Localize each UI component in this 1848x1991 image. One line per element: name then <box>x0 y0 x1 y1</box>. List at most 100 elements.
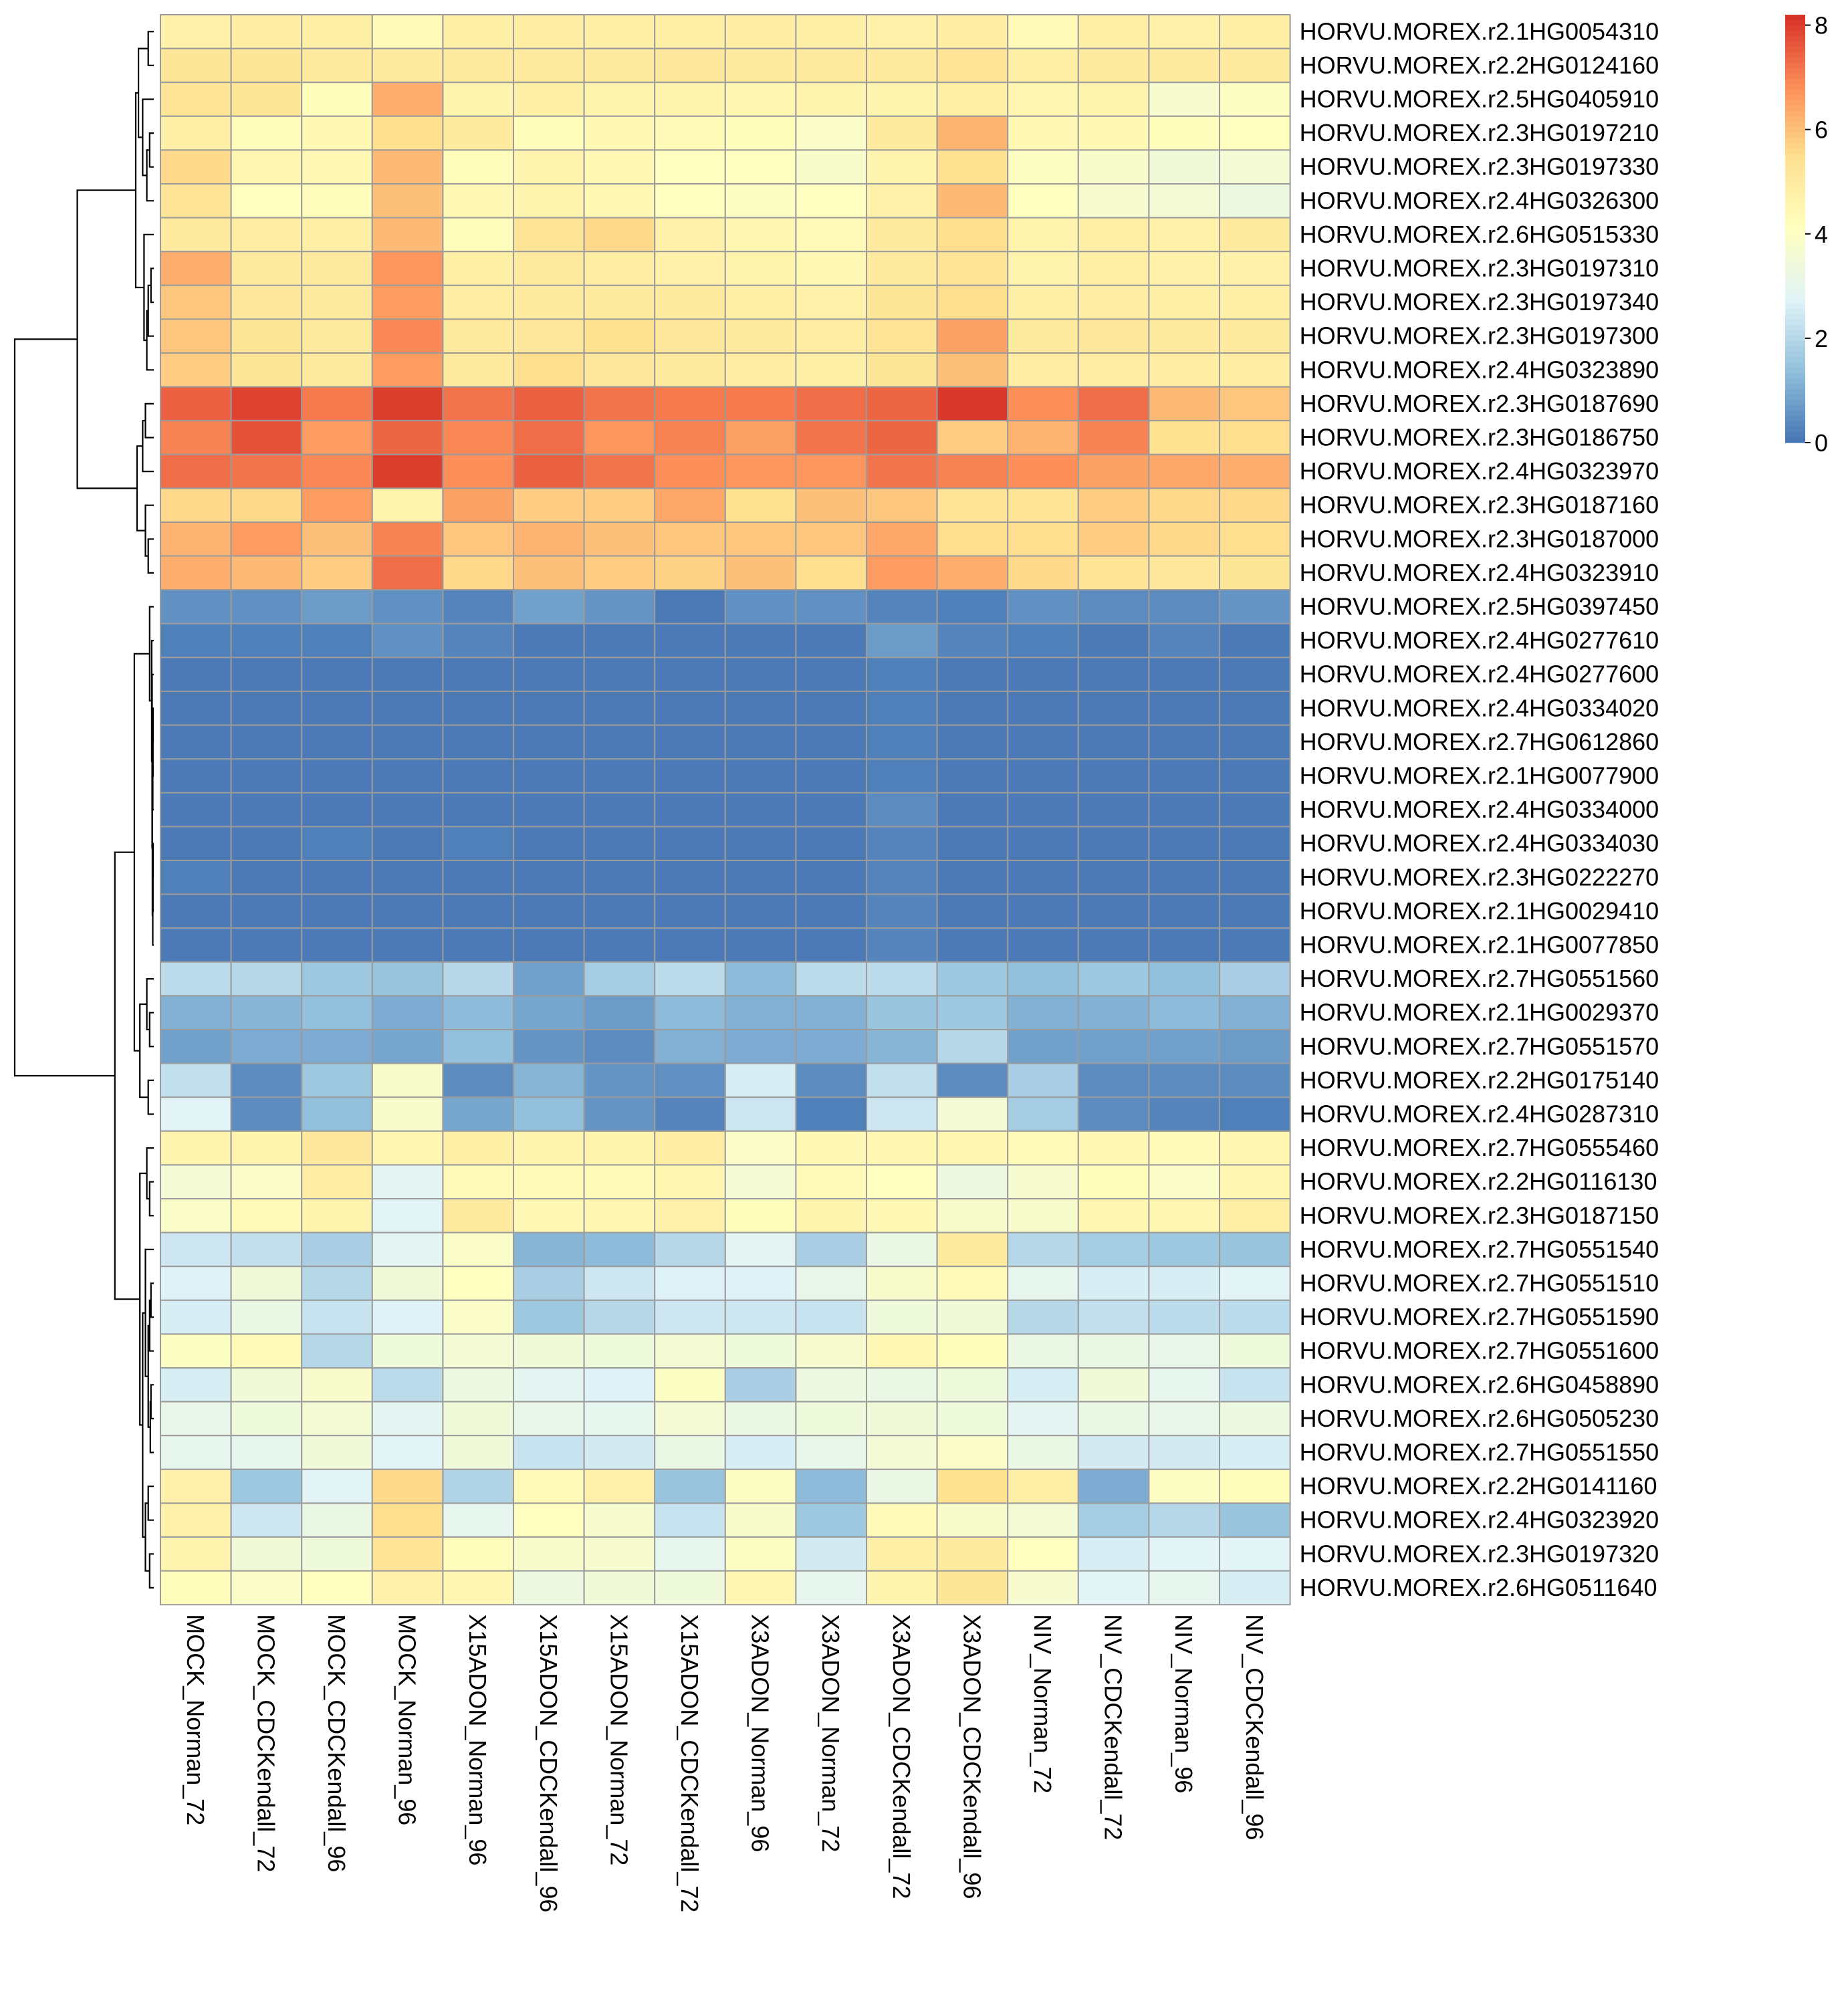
heatmap-cell <box>160 82 232 117</box>
legend-gradient-segment <box>1785 309 1805 315</box>
heatmap-cell <box>795 115 868 151</box>
legend-tick-label: 8 <box>1815 12 1828 39</box>
heatmap-cell <box>371 758 444 794</box>
heatmap-cell <box>160 758 232 794</box>
legend-gradient-segment <box>1785 352 1805 358</box>
heatmap-cell <box>371 82 444 117</box>
heatmap-cell <box>724 82 797 117</box>
heatmap-cell <box>583 1468 656 1504</box>
heatmap-cell <box>160 420 232 455</box>
heatmap-cell <box>936 1570 1009 1606</box>
column-labels: MOCK_Norman_72 MOCK_CDCKendall_72 MOCK_CDC… <box>182 1614 1268 1912</box>
column-label: MOCK_Norman_72 <box>182 1614 209 1825</box>
heatmap-cell <box>1007 1468 1079 1504</box>
column-label: NIV_CDCKendall_96 <box>1241 1614 1268 1840</box>
heatmap-cell <box>724 1435 797 1470</box>
heatmap-cell <box>160 217 232 253</box>
heatmap-cell <box>442 758 515 794</box>
heatmap-cell <box>654 724 726 760</box>
heatmap-cell <box>866 1299 938 1335</box>
heatmap-cell <box>724 1096 797 1132</box>
heatmap-cell <box>654 995 726 1031</box>
heatmap-cell <box>1148 420 1221 455</box>
dendrogram-branch <box>148 1012 154 1048</box>
heatmap-cell <box>936 521 1009 557</box>
heatmap-cell <box>1219 487 1291 523</box>
legend-gradient-segment <box>1785 111 1805 117</box>
heatmap-cell <box>724 1570 797 1606</box>
heatmap-cell <box>654 1435 726 1470</box>
heatmap-cell <box>230 1096 303 1132</box>
heatmap-cell <box>513 115 585 151</box>
heatmap-cell <box>1219 82 1291 117</box>
heatmap-cell <box>160 1435 232 1470</box>
heatmap-cell <box>866 555 938 591</box>
heatmap-cell <box>301 386 373 422</box>
heatmap-cell <box>866 1401 938 1437</box>
heatmap-cell <box>301 284 373 320</box>
heatmap-cell <box>1148 995 1221 1031</box>
heatmap-cell <box>1077 183 1150 219</box>
heatmap-cell <box>230 1536 303 1572</box>
heatmap-cell <box>513 1333 585 1369</box>
heatmap-cell <box>1219 1062 1291 1098</box>
heatmap-cell <box>724 860 797 895</box>
row-label: HORVU.MOREX.r2.7HG0551570 <box>1300 1032 1659 1060</box>
heatmap-cell <box>1077 1130 1150 1166</box>
heatmap-cell <box>442 1130 515 1166</box>
heatmap-cell <box>160 47 232 84</box>
legend-gradient-segment <box>1785 320 1805 326</box>
heatmap-cell <box>1007 1130 1079 1166</box>
heatmap-cell <box>230 251 303 286</box>
heatmap-cell <box>513 318 585 354</box>
heatmap-cell <box>724 1536 797 1572</box>
heatmap-cell <box>936 1502 1009 1538</box>
heatmap-cell <box>442 1333 515 1369</box>
row-label: HORVU.MOREX.r2.7HG0551590 <box>1300 1303 1659 1330</box>
heatmap-cell <box>513 724 585 760</box>
heatmap-cell <box>160 1570 232 1606</box>
heatmap-cell <box>160 487 232 523</box>
heatmap-cell <box>936 183 1009 219</box>
heatmap-cell <box>654 1266 726 1301</box>
heatmap-cell <box>795 1468 868 1504</box>
heatmap-cell <box>371 792 444 828</box>
heatmap-cell <box>1007 251 1079 286</box>
heatmap-cell <box>513 1062 585 1098</box>
heatmap-cell <box>513 1401 585 1437</box>
heatmap-cell <box>724 1367 797 1403</box>
row-label: HORVU.MOREX.r2.1HG0029410 <box>1300 897 1659 925</box>
heatmap-cell <box>654 453 726 489</box>
heatmap-cell <box>654 1401 726 1437</box>
heatmap-cell <box>936 657 1009 693</box>
legend-gradient-segment <box>1785 261 1805 267</box>
heatmap-cell <box>442 251 515 286</box>
heatmap-cell <box>1007 995 1079 1031</box>
heatmap-cell <box>301 420 373 455</box>
legend-gradient-segment <box>1785 384 1805 390</box>
legend-gradient-segment <box>1785 95 1805 101</box>
heatmap-cell <box>160 1164 232 1200</box>
heatmap-cell <box>1148 1299 1221 1335</box>
heatmap-cell <box>866 521 938 557</box>
legend-gradient-segment <box>1785 250 1805 256</box>
heatmap-cell <box>160 1333 232 1369</box>
legend-gradient-segment <box>1785 245 1805 251</box>
heatmap-cell <box>583 1232 656 1268</box>
heatmap-cell <box>1148 453 1221 489</box>
heatmap-cell <box>936 792 1009 828</box>
heatmap-cell <box>724 961 797 997</box>
heatmap-cell <box>301 14 373 49</box>
heatmap-cell <box>583 1502 656 1538</box>
heatmap-cell <box>371 826 444 862</box>
heatmap-cell <box>795 657 868 693</box>
dendrogram-branch <box>150 1282 154 1318</box>
heatmap-cell <box>936 352 1009 388</box>
heatmap-cell <box>583 724 656 760</box>
dendrogram-branch <box>144 402 154 439</box>
row-label: HORVU.MOREX.r2.4HG0323890 <box>1300 356 1659 383</box>
heatmap-cell <box>654 589 726 624</box>
row-label: HORVU.MOREX.r2.5HG0405910 <box>1300 86 1659 113</box>
heatmap-cell <box>654 183 726 219</box>
